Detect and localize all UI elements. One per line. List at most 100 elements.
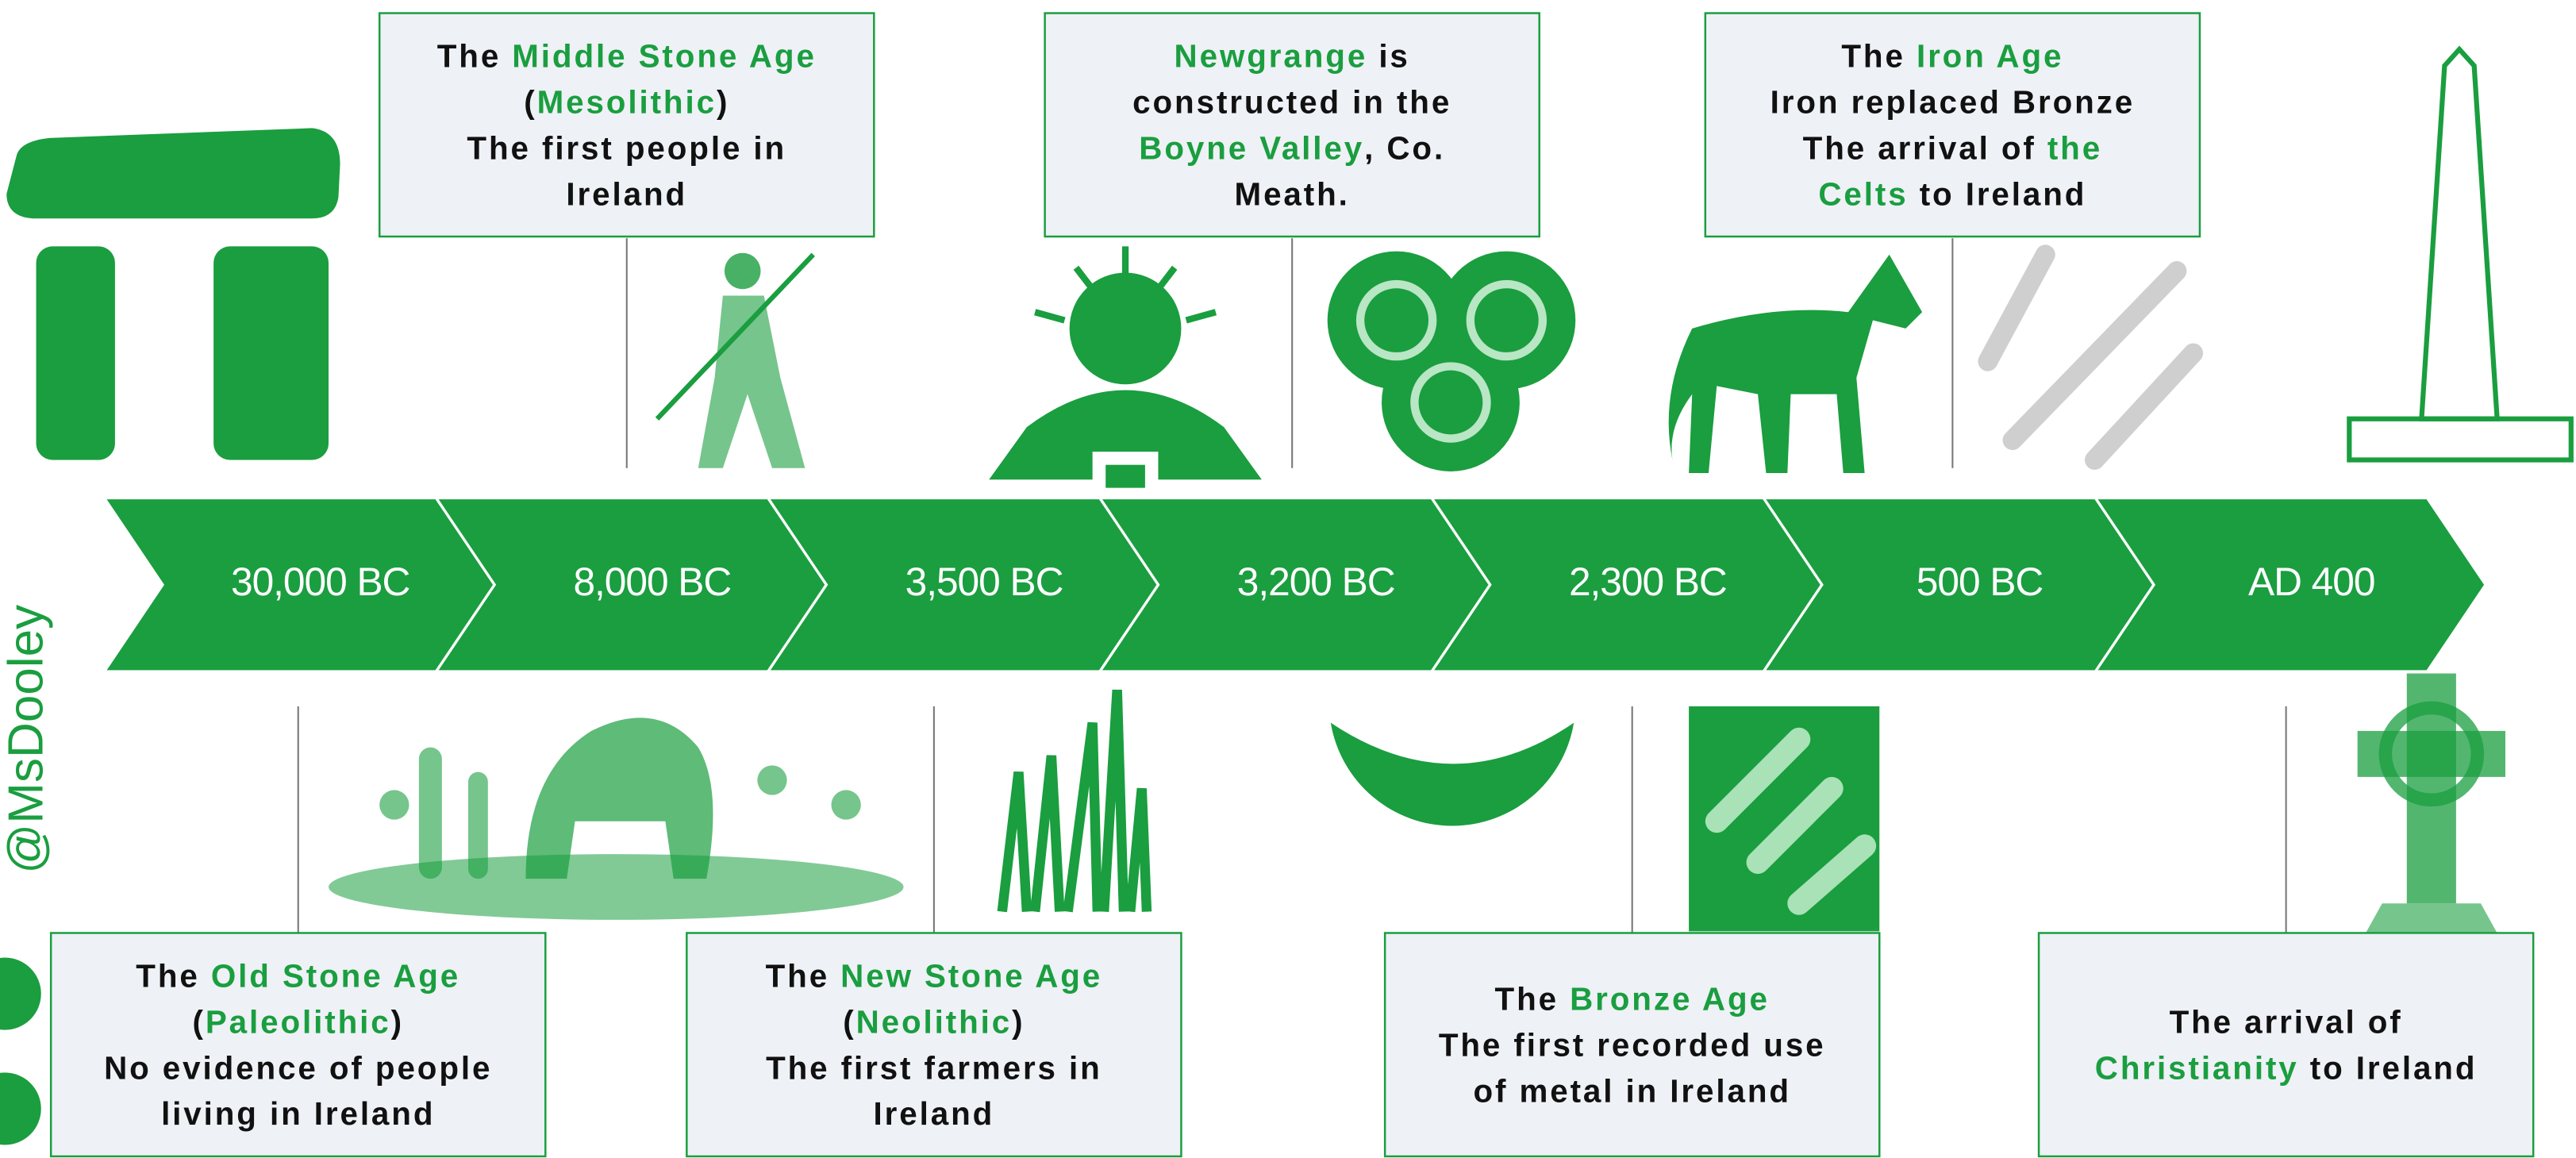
text-run: The xyxy=(437,37,513,74)
box-line: The Iron Age xyxy=(1841,37,2063,74)
text-run: ) xyxy=(717,83,729,120)
text-run: ( xyxy=(843,1003,855,1040)
social-icon xyxy=(0,958,41,1030)
box-line: (Mesolithic) xyxy=(524,83,729,120)
watermark: @MsDooley xyxy=(0,605,54,874)
text-run: The arrival of xyxy=(2170,1003,2403,1040)
cactus-icon xyxy=(468,772,488,879)
cactus-icon xyxy=(419,748,442,879)
text-run: Iron Age xyxy=(1917,37,2063,74)
horse-icon xyxy=(1669,255,1922,473)
hunter-icon xyxy=(831,790,860,819)
box-frame xyxy=(2039,933,2533,1156)
mound-door xyxy=(1105,465,1145,488)
box-line: Ireland xyxy=(874,1095,995,1132)
text-run: Bronze Age xyxy=(1570,980,1770,1017)
text-run: Celts xyxy=(1818,175,1908,212)
text-run: living in Ireland xyxy=(161,1095,435,1132)
box-line: The first farmers in xyxy=(766,1049,1102,1086)
text-run: , Co. xyxy=(1364,129,1445,166)
dolmen-stone xyxy=(37,246,115,460)
sun-icon xyxy=(1070,273,1182,385)
tower-base xyxy=(2349,419,2570,460)
text-run: Boyne Valley xyxy=(1139,129,1364,166)
sword-icon xyxy=(1988,255,2045,362)
crescent-icon xyxy=(1331,723,1574,826)
text-run: ( xyxy=(193,1003,206,1040)
box-line: Christianity to Ireland xyxy=(2095,1049,2478,1086)
box-line: living in Ireland xyxy=(161,1095,435,1132)
sword-icon xyxy=(2094,353,2193,460)
box-line: Ireland xyxy=(566,175,687,212)
dolmen-stone xyxy=(213,246,329,460)
text-run: the xyxy=(2047,129,2102,166)
box-line: The Middle Stone Age xyxy=(437,37,817,74)
page: @MsDooley 30,000 BC 8,000 BC 3,500 BC 3,200… xyxy=(0,0,2576,1158)
dolmen-capstone xyxy=(6,128,340,218)
hunter-icon xyxy=(379,790,409,819)
text-run: Ireland xyxy=(874,1095,995,1132)
text-run: to Ireland xyxy=(2299,1049,2478,1086)
hunter-icon xyxy=(725,253,761,290)
text-run: constructed in the xyxy=(1132,83,1451,120)
text-run: Iron replaced Bronze xyxy=(1771,83,2135,120)
box-line: Boyne Valley, Co. xyxy=(1139,129,1445,166)
text-run: Paleolithic xyxy=(206,1003,391,1040)
event-box: The Old Stone Age(Paleolithic)No evidenc… xyxy=(51,706,545,1156)
timeline-date: 8,000 BC xyxy=(573,560,731,604)
box-line: The Old Stone Age xyxy=(136,957,460,994)
box-line: No evidence of people xyxy=(104,1049,492,1086)
box-line: The Bronze Age xyxy=(1495,980,1770,1017)
text-run: is xyxy=(1367,37,1410,74)
box-line: Celts to Ireland xyxy=(1818,175,2086,212)
text-run: Christianity xyxy=(2095,1049,2299,1086)
timeline-infographic: @MsDooley 30,000 BC 8,000 BC 3,500 BC 3,200… xyxy=(0,0,2576,1158)
hunter-icon xyxy=(757,765,786,794)
box-line: constructed in the xyxy=(1132,83,1451,120)
text-run: The xyxy=(1495,980,1571,1017)
text-run: The first people in xyxy=(467,129,786,166)
scene-ground xyxy=(329,854,904,920)
event-box: The Middle Stone Age (Mesolithic) The firs… xyxy=(379,13,874,468)
box-line: The first recorded use xyxy=(1439,1026,1826,1063)
text-run: Old Stone Age xyxy=(211,957,460,994)
text-run: The xyxy=(766,957,841,994)
box-line: Meath. xyxy=(1235,175,1350,212)
box-line: The New Stone Age xyxy=(766,957,1103,994)
text-run: The xyxy=(136,957,211,994)
text-run: Neolithic xyxy=(856,1003,1013,1040)
text-run: Middle Stone Age xyxy=(512,37,817,74)
box-line: Newgrange is xyxy=(1175,37,1410,74)
social-icon xyxy=(0,1072,41,1145)
text-run: The first recorded use xyxy=(1439,1026,1826,1063)
text-run: The arrival of xyxy=(1803,129,2047,166)
sword-icon xyxy=(2013,271,2177,440)
crop-icon xyxy=(1002,690,1147,911)
cross-base xyxy=(2366,903,2497,933)
text-run: to Ireland xyxy=(1909,175,2087,212)
text-run: ) xyxy=(391,1003,404,1040)
box-line: (Neolithic) xyxy=(843,1003,1025,1040)
box-line: The arrival of xyxy=(2170,1003,2403,1040)
text-run: Mesolithic xyxy=(537,83,717,120)
timeline-date: 500 BC xyxy=(1917,560,2043,604)
text-run: Meath. xyxy=(1235,175,1350,212)
timeline-date: AD 400 xyxy=(2248,560,2374,604)
text-run: The xyxy=(1841,37,1917,74)
text-run: Ireland xyxy=(566,175,687,212)
text-run: ) xyxy=(1012,1003,1025,1040)
box-line: Iron replaced Bronze xyxy=(1771,83,2135,120)
box-line: The first people in xyxy=(467,129,786,166)
text-run: New Stone Age xyxy=(840,957,1102,994)
box-line: of metal in Ireland xyxy=(1473,1072,1790,1109)
text-run: ( xyxy=(524,83,536,120)
tower-icon xyxy=(2421,49,2497,419)
box-line: The arrival of the xyxy=(1803,129,2102,166)
timeline-date: 3,500 BC xyxy=(905,560,1063,604)
timeline-date: 2,300 BC xyxy=(1569,560,1727,604)
text-run: The first farmers in xyxy=(766,1049,1102,1086)
text-run: No evidence of people xyxy=(104,1049,492,1086)
timeline-date: 30,000 BC xyxy=(231,560,409,604)
timeline-date: 3,200 BC xyxy=(1237,560,1395,604)
box-line: (Paleolithic) xyxy=(193,1003,404,1040)
